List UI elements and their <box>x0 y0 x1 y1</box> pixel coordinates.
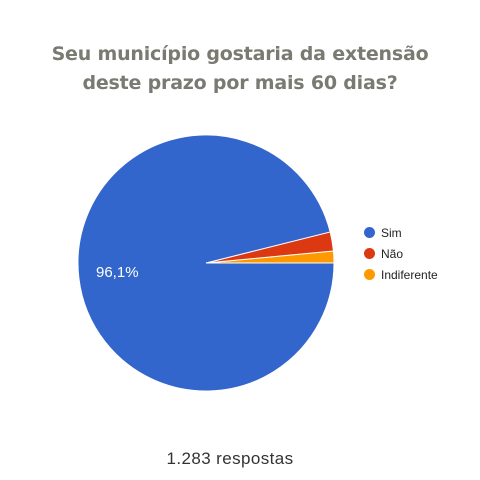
chart-title-line-1: Seu município gostaria da extensão <box>51 43 429 65</box>
legend-item-nao[interactable]: Não <box>364 243 438 264</box>
responses-count: 1.283 respostas <box>166 449 294 468</box>
legend-item-sim[interactable]: Sim <box>364 222 438 243</box>
legend-swatch-indiferente <box>364 269 375 280</box>
legend-label-indiferente: Indiferente <box>381 267 438 282</box>
legend: Sim Não Indiferente <box>364 222 438 285</box>
legend-item-indiferente[interactable]: Indiferente <box>364 264 438 285</box>
legend-swatch-nao <box>364 248 375 259</box>
chart-title-line-2: deste prazo por mais 60 dias? <box>82 72 398 94</box>
chart-title: Seu município gostaria da extensão deste… <box>0 40 480 98</box>
legend-label-sim: Sim <box>381 225 402 240</box>
legend-label-nao: Não <box>381 246 404 261</box>
pie-slice-sim[interactable] <box>77 134 335 392</box>
pie-label-sim: 96,1% <box>96 264 139 281</box>
legend-swatch-sim <box>364 227 375 238</box>
